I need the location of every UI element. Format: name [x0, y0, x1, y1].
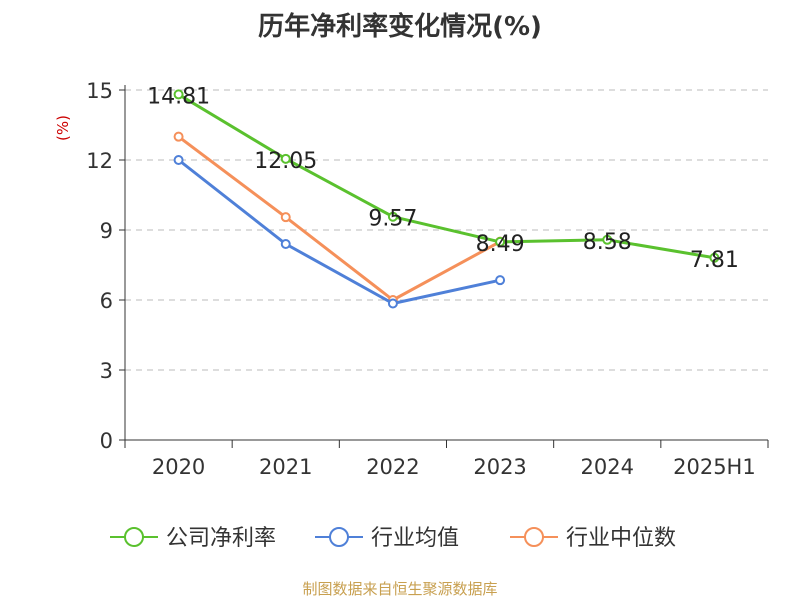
data-point	[173, 89, 184, 100]
data-point	[387, 298, 398, 309]
data-point	[495, 236, 506, 247]
legend-label: 行业均值	[371, 526, 459, 551]
legend-marker	[124, 527, 144, 547]
data-label: 8.58	[583, 230, 632, 255]
data-label: 8.49	[476, 232, 525, 257]
legend-marker	[329, 527, 349, 547]
data-point	[495, 275, 506, 286]
series-layer	[173, 89, 720, 309]
legend-label: 行业中位数	[566, 526, 676, 551]
series-line	[177, 93, 715, 260]
series-line	[177, 158, 501, 305]
data-point	[173, 131, 184, 142]
y-tick-label: 0	[100, 429, 113, 453]
chart-title: 历年净利率变化情况(%)	[258, 12, 542, 42]
series-line	[177, 135, 501, 302]
data-point	[173, 155, 184, 165]
data-point	[280, 153, 291, 164]
y-axis-label: (%)	[54, 115, 72, 141]
legend: 公司净利率 行业均值 行业中位数	[110, 526, 676, 551]
x-tick-label: 2021	[259, 455, 312, 479]
x-tick-label: 2020	[152, 455, 205, 479]
data-label: 12.05	[254, 149, 317, 174]
data-point	[280, 239, 291, 249]
data-point	[280, 212, 291, 223]
y-tick-label: 3	[100, 359, 113, 383]
data-label: 14.81	[147, 84, 210, 109]
y-tick-label: 12	[86, 149, 113, 173]
legend-marker	[524, 527, 544, 547]
data-label: 9.57	[368, 207, 417, 232]
data-label: 7.81	[690, 248, 739, 273]
y-tick-label: 9	[100, 219, 113, 243]
legend-label: 公司净利率	[166, 526, 276, 551]
x-tick-label: 2022	[366, 455, 419, 479]
data-point	[387, 211, 398, 222]
y-tick-label: 6	[100, 289, 113, 313]
axis-layer: 0 3 6 9 12 15 2020 2021 2022 2023 2024 2025H1 (%)	[54, 79, 769, 479]
data-point	[709, 252, 720, 263]
x-tick-label: 2023	[473, 455, 526, 479]
source-note: 制图数据来自恒生聚源数据库	[302, 580, 498, 598]
x-tick-label: 2024	[581, 455, 634, 479]
y-tick-label: 15	[86, 79, 113, 103]
label-layer: 14.81 12.05 9.57 8.49 8.58 7.81	[147, 84, 739, 272]
x-tick-label: 2025H1	[673, 455, 756, 479]
data-point	[602, 234, 613, 245]
